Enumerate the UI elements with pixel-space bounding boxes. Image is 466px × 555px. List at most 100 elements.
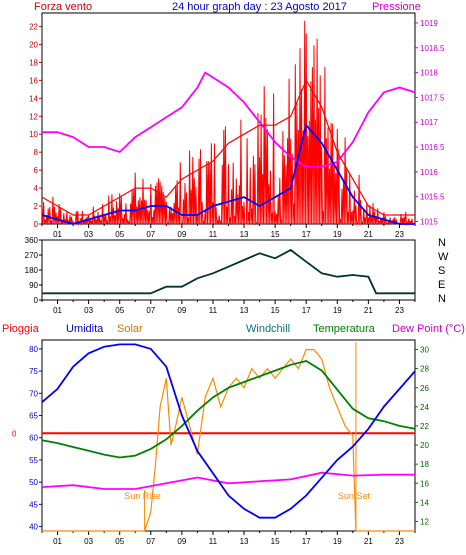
- wind-gust-line: [41, 20, 415, 226]
- wind-axis-tick-label: 18: [29, 58, 38, 67]
- legend-solar: Solar: [117, 323, 143, 335]
- humidity-axis-tick-label: 80: [29, 345, 38, 354]
- pressure-line: [42, 71, 416, 168]
- weather-time-axis-tick-label: 11: [209, 537, 218, 546]
- direction-time-axis-tick-label: 23: [395, 306, 404, 315]
- wind-time-axis-tick-label: 03: [84, 230, 93, 239]
- wind-time-axis-tick-label: 23: [395, 230, 404, 239]
- wind-time-axis-tick-label: 15: [271, 230, 280, 239]
- humidity-line: [41, 343, 416, 519]
- pressure-axis-title: Pressione: [372, 1, 421, 13]
- legend-humidity: Umidita: [66, 323, 104, 335]
- direction-time-axis-tick-label: 17: [302, 306, 311, 315]
- wind-time-axis-tick-label: 13: [240, 230, 249, 239]
- legend-rain: Pioggia: [2, 323, 40, 335]
- wind-time-axis-tick-label: 05: [115, 230, 124, 239]
- weather-time-axis-tick-label: 21: [364, 537, 373, 546]
- wind-time-axis-tick-label: 09: [177, 230, 186, 239]
- direction-axis-tick-label: 0: [34, 296, 39, 305]
- pressure-axis-tick-label: 1017.5: [420, 93, 445, 102]
- direction-time-axis-tick-label: 01: [53, 306, 62, 315]
- legend-temperature: Temperatura: [313, 323, 376, 335]
- direction-time-axis-tick-label: 05: [115, 306, 124, 315]
- temperature-axis-tick-label: 18: [420, 460, 429, 469]
- weather-panel: [41, 339, 416, 532]
- wind-direction-line: [42, 248, 415, 295]
- weather-time-axis-tick-label: 05: [115, 537, 124, 546]
- wind-axis-tick-label: 22: [29, 22, 38, 31]
- humidity-axis-tick-label: 75: [29, 367, 38, 376]
- pressure-axis-tick-label: 1019: [420, 19, 438, 28]
- direction-time-axis-tick-label: 15: [271, 306, 280, 315]
- wind-line: [41, 78, 415, 216]
- weather-time-axis-tick-label: 01: [53, 537, 62, 546]
- pressure-axis-tick-label: 1016: [420, 168, 438, 177]
- temperature-line: [41, 360, 416, 459]
- wind-time-axis-tick-label: 17: [302, 230, 311, 239]
- temperature-axis-tick-label: 22: [420, 422, 429, 431]
- weather-time-axis-tick-label: 19: [333, 537, 342, 546]
- compass-label: W: [438, 251, 449, 263]
- humidity-axis-tick-label: 70: [29, 389, 38, 398]
- wind-axis-tick-label: 4: [34, 184, 39, 193]
- temperature-axis-tick-label: 28: [420, 365, 429, 374]
- temperature-axis-tick-label: 14: [420, 498, 429, 507]
- temperature-axis-tick-label: 26: [420, 384, 429, 393]
- temperature-axis-tick-label: 30: [420, 346, 429, 355]
- compass-label: N: [438, 293, 446, 305]
- weather-time-axis-tick-label: 17: [302, 537, 311, 546]
- wind-axis-tick-label: 20: [29, 40, 38, 49]
- wind-axis-title: Forza vento: [34, 1, 92, 13]
- wind-axis-tick-label: 8: [34, 148, 39, 157]
- wind-axis-tick-label: 2: [34, 202, 39, 211]
- direction-time-axis-tick-label: 19: [333, 306, 342, 315]
- compass-label: N: [438, 237, 446, 249]
- direction-axis-tick-label: 360: [25, 236, 39, 245]
- humidity-axis-tick-label: 60: [29, 434, 38, 443]
- direction-time-axis-tick-label: 13: [240, 306, 249, 315]
- wind-time-axis-tick-label: 11: [209, 230, 218, 239]
- wind-axis-tick-label: 0: [34, 220, 39, 229]
- pressure-axis-tick-label: 1018: [420, 69, 438, 78]
- direction-time-axis-tick-label: 09: [177, 306, 186, 315]
- wind-axis-tick-label: 12: [29, 112, 38, 121]
- weather-time-axis-tick-label: 03: [84, 537, 93, 546]
- temperature-axis-tick-label: 20: [420, 441, 429, 450]
- weather-time-axis-tick-label: 23: [395, 537, 404, 546]
- direction-time-axis-tick-label: 21: [364, 306, 373, 315]
- pressure-axis-tick-label: 1015.5: [420, 193, 445, 202]
- weather-time-axis-tick-label: 09: [177, 537, 186, 546]
- humidity-axis-tick-label: 45: [29, 500, 38, 509]
- temperature-axis-tick-label: 16: [420, 479, 429, 488]
- direction-time-axis-tick-label: 07: [146, 306, 155, 315]
- wind-axis-tick-label: 16: [29, 76, 38, 85]
- direction-axis-tick-label: 90: [29, 281, 38, 290]
- pressure-axis-tick-label: 1018.5: [420, 44, 445, 53]
- rain-value-label: 0: [12, 429, 17, 438]
- chart-title: 24 hour graph day : 23 Agosto 2017: [172, 1, 347, 13]
- wind-axis-tick-label: 14: [29, 94, 38, 103]
- weather-time-axis-tick-label: 07: [146, 537, 155, 546]
- wind-axis-tick-label: 10: [29, 130, 38, 139]
- wind_avg-line: [41, 123, 415, 225]
- sunrise-label: Sun Rise: [124, 491, 161, 501]
- pressure-axis-tick-label: 1017: [420, 118, 438, 127]
- legend-windchill: Windchill: [246, 323, 290, 335]
- humidity-axis-tick-label: 65: [29, 412, 38, 421]
- temperature-axis-tick-label: 24: [420, 403, 429, 412]
- humidity-axis-tick-label: 55: [29, 456, 38, 465]
- weather-time-axis-tick-label: 13: [240, 537, 249, 546]
- temperature-axis-tick-label: 12: [420, 517, 429, 526]
- pressure-axis-tick-label: 1015: [420, 218, 438, 227]
- weather-time-axis-tick-label: 15: [271, 537, 280, 546]
- direction-time-axis-tick-label: 11: [209, 306, 218, 315]
- compass-label: S: [438, 265, 445, 277]
- pressure-axis-tick-label: 1016.5: [420, 143, 445, 152]
- wind-time-axis-tick-label: 07: [146, 230, 155, 239]
- legend-dewpoint: Dew Point (°C): [392, 323, 465, 335]
- wind-direction-panel: [41, 239, 416, 301]
- wind-axis-tick-label: 6: [34, 166, 39, 175]
- humidity-axis-tick-label: 50: [29, 478, 38, 487]
